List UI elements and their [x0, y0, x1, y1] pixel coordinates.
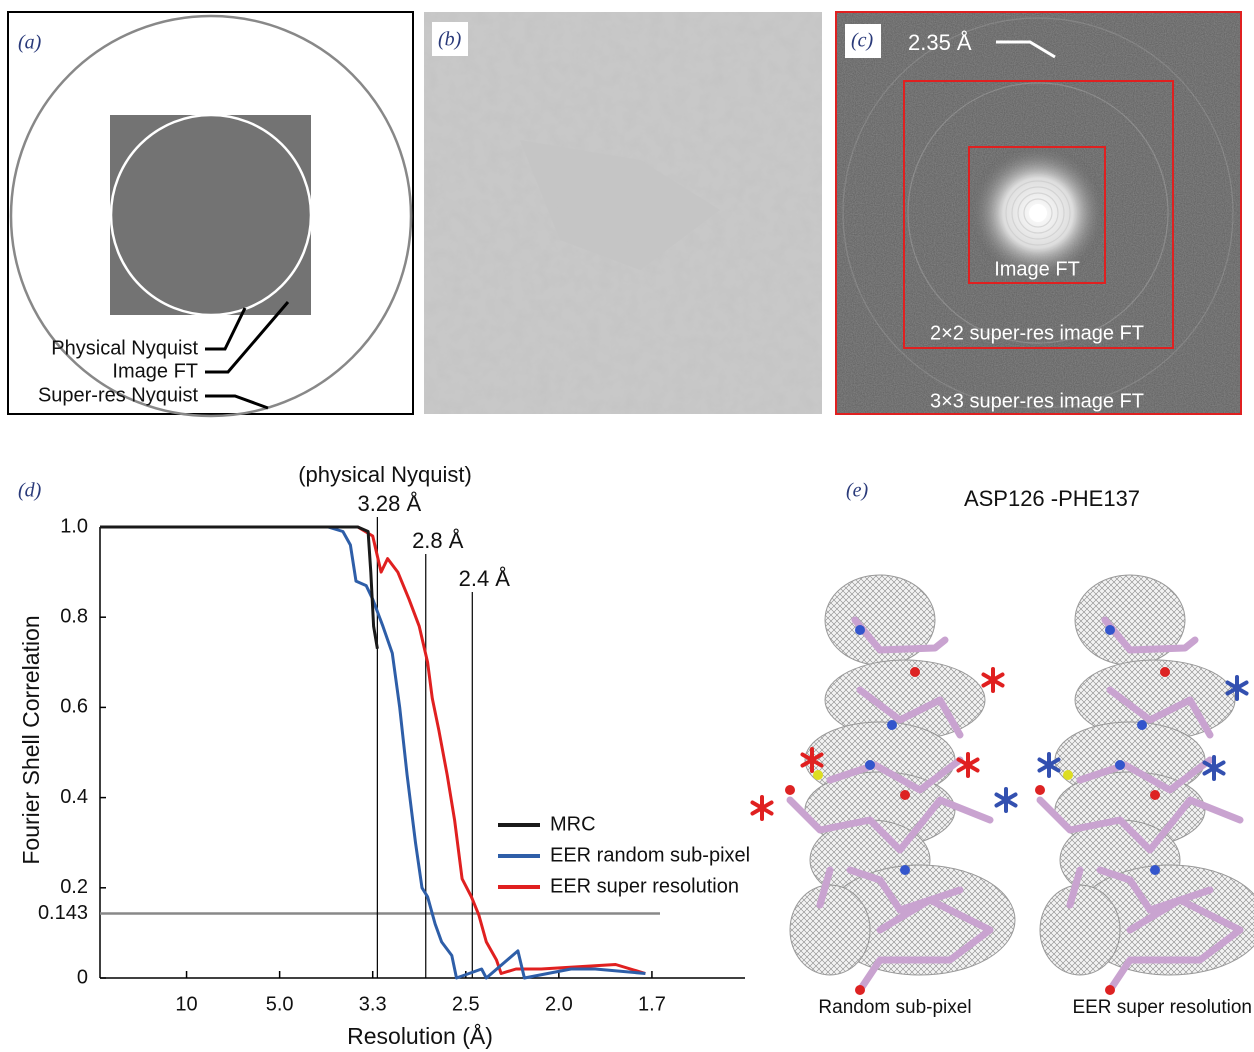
asterisk	[983, 669, 1002, 691]
atom	[900, 790, 910, 800]
y-tick-label: 1.0	[60, 515, 88, 537]
atom	[855, 985, 865, 995]
legend-label: EER super resolution	[550, 875, 739, 897]
annotation: (physical Nyquist)	[298, 462, 472, 487]
y-tick-label: 0.4	[60, 786, 88, 808]
legend-label: EER random sub-pixel	[550, 844, 750, 866]
annotation: Image FT	[112, 360, 198, 382]
caption: EER super resolution	[1072, 997, 1252, 1018]
atom	[1105, 985, 1115, 995]
atom	[1105, 625, 1115, 635]
atom	[865, 760, 875, 770]
atom	[785, 785, 795, 795]
panel-a: (a) Physical Nyquist Image FT Super-res …	[8, 12, 413, 416]
panel-label: (e)	[846, 480, 869, 502]
atom	[1160, 667, 1170, 677]
atom	[1063, 770, 1073, 780]
figure: (a) Physical Nyquist Image FT Super-res …	[0, 0, 1254, 1052]
panel-b: (b)	[424, 12, 822, 414]
x-tick-label: 5.0	[266, 993, 294, 1015]
x-tick-label: 10	[175, 993, 197, 1015]
y-axis-title: Fourier Shell Correlation	[18, 615, 44, 864]
panel-d: (d) Fourier Shell Correlation Resolution…	[18, 462, 750, 1049]
atom	[855, 625, 865, 635]
legend-label: MRC	[550, 813, 596, 835]
atom	[1035, 785, 1045, 795]
region-label: Image FT	[994, 258, 1080, 280]
region-label: 3×3 super-res image FT	[930, 390, 1144, 412]
x-tick-label: 2.5	[452, 993, 480, 1015]
asterisk	[996, 789, 1015, 811]
marker-label: 2.4 Å	[459, 566, 511, 591]
panel-label: (a)	[18, 32, 42, 54]
atom	[900, 865, 910, 875]
atom	[813, 770, 823, 780]
panel-label: (c)	[851, 30, 874, 52]
fsc-curve	[100, 527, 377, 649]
y-tick-label: 0.8	[60, 605, 88, 627]
molecule-model	[785, 575, 1015, 995]
annotation: Physical Nyquist	[51, 337, 198, 359]
marker-label: 3.28 Å	[358, 491, 422, 516]
panel-label: (b)	[438, 29, 462, 51]
panel-title: ASP126 -PHE137	[964, 486, 1140, 511]
x-tick-label: 2.0	[545, 993, 573, 1015]
molecule-model	[1035, 575, 1254, 995]
ft-origin	[1029, 204, 1047, 222]
atom	[1115, 760, 1125, 770]
density-mesh	[790, 885, 870, 975]
panel-c: (c) 2.35 Å Image FT 2×2 super-res image …	[836, 12, 1241, 414]
y-tick-label: 0.6	[60, 696, 88, 718]
atom	[1150, 865, 1160, 875]
panel-e: (e) ASP126 -PHE137 Random sub-pixel EER …	[752, 480, 1254, 1018]
atom	[910, 667, 920, 677]
atom	[1137, 720, 1147, 730]
annotation: Super-res Nyquist	[38, 384, 199, 406]
x-tick-label: 3.3	[359, 993, 387, 1015]
y-tick-label: 0.2	[60, 876, 88, 898]
page: (a) Physical Nyquist Image FT Super-res …	[0, 0, 1254, 1052]
x-tick-label: 1.7	[638, 993, 666, 1015]
panel-label: (d)	[18, 480, 42, 502]
atom	[887, 720, 897, 730]
marker-label: 2.8 Å	[412, 528, 464, 553]
density-mesh	[1040, 885, 1120, 975]
y-tick-label: 0	[77, 966, 88, 988]
region-label: 2×2 super-res image FT	[930, 322, 1144, 344]
atom	[1150, 790, 1160, 800]
y-tick-label: 0.143	[38, 902, 88, 924]
caption: Random sub-pixel	[818, 997, 971, 1018]
asterisk	[752, 797, 771, 819]
resolution-label: 2.35 Å	[908, 30, 972, 55]
x-axis-title: Resolution (Å)	[347, 1022, 493, 1049]
